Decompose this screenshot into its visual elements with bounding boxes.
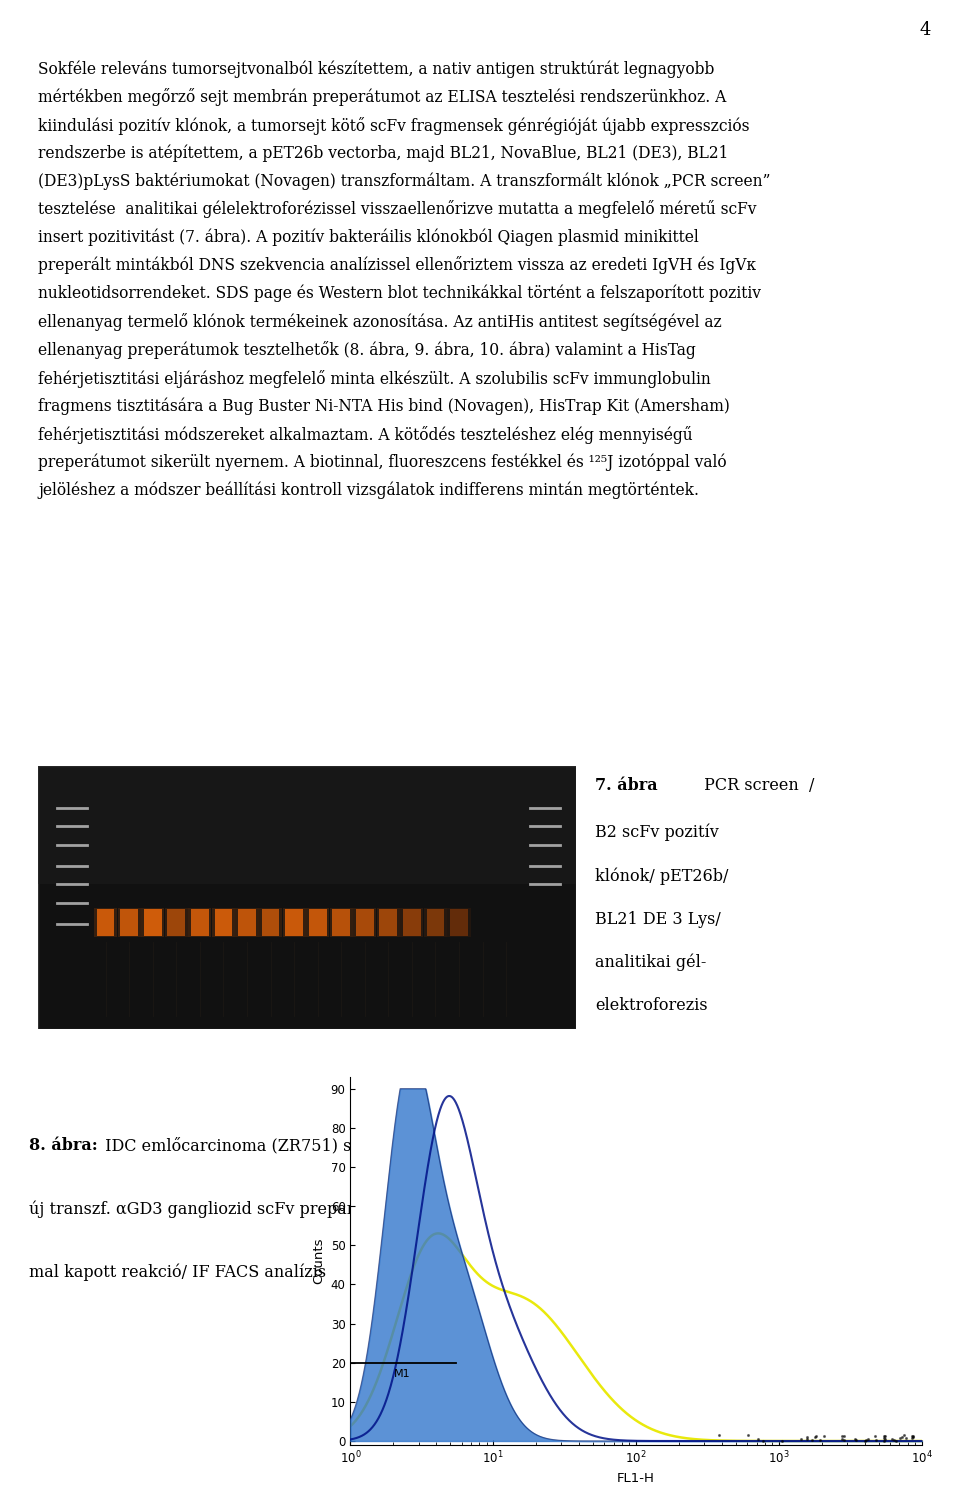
Point [876,1428,891,1452]
Text: klónok/ pET26b/: klónok/ pET26b/ [595,867,729,885]
Point [837,1424,852,1448]
Bar [94,907,117,937]
Bar [144,909,161,936]
Text: mal kapott reakció/ IF FACS analízis: mal kapott reakció/ IF FACS analízis [29,1263,326,1281]
Point [905,1424,921,1448]
Text: 8. ábra:: 8. ábra: [29,1137,98,1154]
Bar [212,907,235,937]
Point [884,1427,900,1451]
Point [800,1425,815,1449]
Text: új transzf. αGD3 gangliozid scFv preparatum-: új transzf. αGD3 gangliozid scFv prepara… [29,1200,401,1218]
Text: Sokféle releváns tumorsejtvonalból készítettem, a nativ antigen struktúrát legna: Sokféle releváns tumorsejtvonalból készí… [38,60,771,499]
Point [837,1428,852,1452]
Bar [282,907,305,937]
Text: 7. ábra: 7. ábra [595,777,658,793]
Text: analitikai gél-: analitikai gél- [595,954,707,972]
Bar [238,909,255,936]
Bar [118,907,141,937]
Point [756,1428,771,1452]
Point [886,1428,901,1452]
Bar [38,766,576,885]
Point [848,1427,863,1451]
Point [904,1424,920,1448]
Point [905,1425,921,1449]
Text: B2 scFv pozitív: B2 scFv pozitív [595,823,719,841]
Point [807,1425,823,1449]
Bar [235,907,258,937]
Bar [285,909,303,936]
Point [877,1424,893,1448]
Point [804,1428,820,1452]
Bar [165,907,188,937]
Bar [329,907,352,937]
Point [858,1428,874,1452]
Point [893,1425,908,1449]
Bar [332,909,350,936]
Point [904,1425,920,1449]
Bar [214,909,232,936]
Point [857,1428,873,1452]
Bar [376,907,400,937]
Bar [262,909,279,936]
Point [816,1424,831,1448]
Bar [447,907,470,937]
Point [775,1428,790,1452]
Bar [403,909,420,936]
Y-axis label: Counts: Counts [312,1238,325,1284]
Bar [306,907,329,937]
Bar [353,907,376,937]
Bar [259,907,282,937]
Text: IDC emlőcarcinoma (ZR751) sejtek/: IDC emlőcarcinoma (ZR751) sejtek/ [100,1137,396,1155]
Point [800,1427,815,1451]
Bar [97,909,114,936]
Bar [426,909,444,936]
Text: BL21 DE 3 Lys/: BL21 DE 3 Lys/ [595,910,721,928]
Point [877,1427,893,1451]
Bar [309,909,326,936]
Point [868,1424,883,1448]
Point [860,1427,876,1451]
Bar [379,909,397,936]
Text: elektroforezis: elektroforezis [595,997,708,1014]
Text: 4: 4 [920,21,931,39]
Point [740,1424,756,1448]
Point [793,1427,808,1451]
Bar [141,907,164,937]
Point [813,1428,828,1452]
Bar [167,909,185,936]
Point [808,1424,824,1448]
Bar [450,909,468,936]
Point [876,1424,892,1448]
Bar [188,907,211,937]
Point [750,1427,765,1451]
Bar [191,909,208,936]
Bar [120,909,138,936]
Point [876,1425,892,1449]
Text: M1: M1 [394,1368,410,1379]
Point [889,1428,904,1452]
Point [897,1424,912,1448]
Point [899,1425,914,1449]
Bar [400,907,423,937]
Point [834,1427,850,1451]
Point [834,1424,850,1448]
Bar [356,909,373,936]
Point [849,1428,864,1452]
Point [869,1428,884,1452]
Bar [424,907,447,937]
X-axis label: FL1-H: FL1-H [617,1472,655,1485]
Point [711,1424,727,1448]
Text: PCR screen  /: PCR screen / [699,777,814,793]
Point [895,1425,910,1449]
